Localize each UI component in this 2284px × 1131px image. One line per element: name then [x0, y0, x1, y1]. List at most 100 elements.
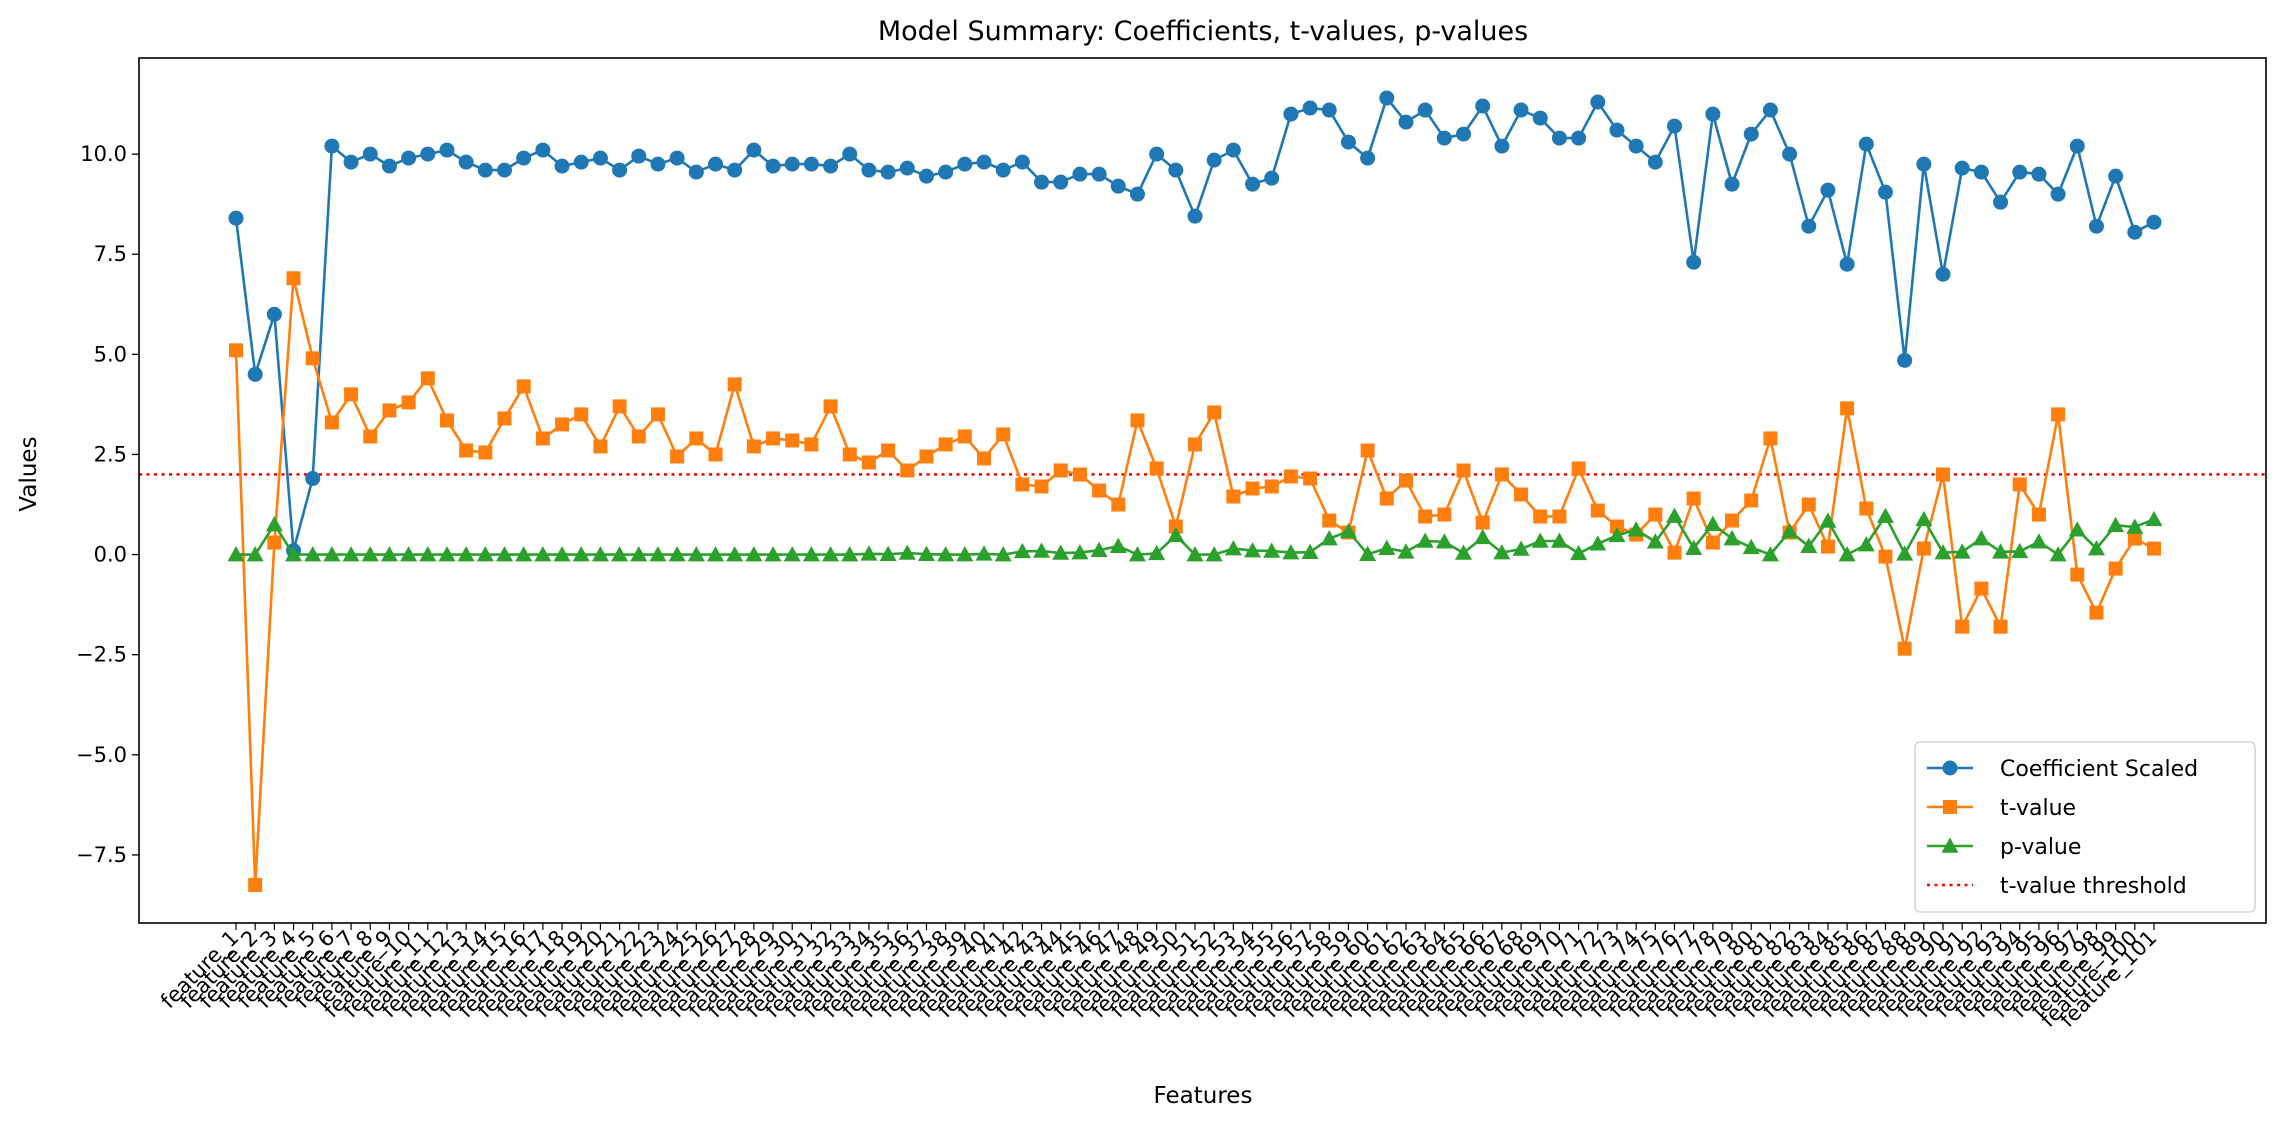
data-point [1781, 522, 1799, 539]
legend-marker [1942, 760, 1958, 776]
data-point [1226, 489, 1241, 504]
data-point [229, 343, 243, 358]
data-point [727, 377, 742, 392]
data-point [1896, 545, 1914, 561]
data-point [994, 546, 1012, 562]
data-point [1034, 174, 1050, 190]
data-point [995, 162, 1011, 178]
data-point [1840, 401, 1855, 416]
data-point [1897, 352, 1913, 368]
data-point [1188, 437, 1202, 452]
data-point [476, 546, 494, 562]
data-point [612, 162, 628, 178]
data-point [2147, 541, 2161, 556]
data-point [975, 545, 993, 561]
data-point [1129, 186, 1145, 202]
data-point [726, 546, 744, 562]
data-point [324, 138, 340, 154]
data-point [555, 417, 570, 432]
data-point [1704, 515, 1722, 531]
data-point [1456, 463, 1471, 478]
data-point [574, 407, 589, 422]
data-point [1571, 130, 1587, 146]
data-point [1360, 150, 1376, 166]
data-point [1167, 526, 1185, 543]
data-point [1379, 90, 1395, 106]
data-point [1936, 467, 1951, 482]
data-point [1282, 544, 1300, 560]
data-point [457, 546, 475, 562]
data-point [534, 546, 552, 562]
data-point [1686, 254, 1702, 270]
legend-label: Coefficient Scaled [2000, 757, 2198, 782]
data-point [1801, 497, 1816, 512]
data-point [1551, 130, 1567, 146]
data-point [1149, 461, 1164, 476]
data-point [1378, 539, 1396, 555]
data-point [841, 546, 859, 562]
data-point [1416, 532, 1434, 548]
data-point [2126, 518, 2144, 534]
data-point [650, 156, 666, 172]
data-point [1417, 102, 1433, 118]
series-coefficient-scaled [228, 90, 2162, 559]
data-point [1493, 544, 1511, 560]
legend-entry: t-value [1927, 796, 2076, 821]
data-point [1033, 542, 1051, 558]
data-point [1053, 174, 1069, 190]
data-point [823, 399, 838, 414]
data-point [1570, 544, 1588, 561]
data-point [1148, 544, 1166, 561]
data-point [957, 156, 973, 172]
data-point [746, 142, 762, 158]
legend-entry: Coefficient Scaled [1927, 757, 2198, 782]
chart-title: Model Summary: Coefficients, t-values, p… [878, 16, 1528, 47]
data-point [1934, 544, 1952, 560]
data-point [2088, 218, 2104, 234]
data-point [1897, 641, 1912, 656]
data-point [899, 160, 915, 176]
data-point [1685, 539, 1703, 555]
data-point [1608, 526, 1626, 543]
axes-frame [138, 57, 2267, 924]
data-point [400, 546, 418, 562]
data-point [689, 431, 704, 446]
data-point [688, 164, 704, 180]
data-point [1092, 483, 1107, 498]
data-point [612, 399, 627, 414]
data-point [1590, 503, 1605, 518]
data-point [1513, 102, 1529, 118]
data-point [1532, 110, 1548, 126]
y-tick-label: 2.5 [94, 442, 127, 466]
data-point [1072, 166, 1088, 182]
data-point [1973, 164, 1989, 180]
data-point [248, 877, 263, 892]
data-point [592, 150, 608, 166]
data-point [458, 154, 474, 170]
data-point [401, 395, 416, 410]
data-point [2145, 510, 2163, 527]
data-point [323, 546, 341, 562]
data-point [1646, 533, 1664, 549]
data-point [766, 431, 781, 446]
data-point [1436, 130, 1452, 146]
data-point [572, 546, 590, 562]
data-point [1531, 532, 1549, 548]
data-point [1992, 543, 2010, 559]
data-point [343, 154, 359, 170]
data-point [938, 164, 954, 180]
data-point [2087, 540, 2105, 556]
data-point [265, 516, 283, 532]
x-axis-label: Features [1154, 1083, 1253, 1109]
y-tick-label: −2.5 [76, 643, 127, 667]
data-point [1053, 463, 1068, 478]
data-point [1647, 154, 1663, 170]
data-point [1801, 218, 1817, 234]
data-point [497, 162, 513, 178]
data-point [669, 150, 685, 166]
data-point [1111, 497, 1126, 512]
data-point [1589, 535, 1607, 551]
data-point [1435, 533, 1453, 549]
data-point [1109, 537, 1127, 553]
data-point [1954, 160, 1970, 176]
